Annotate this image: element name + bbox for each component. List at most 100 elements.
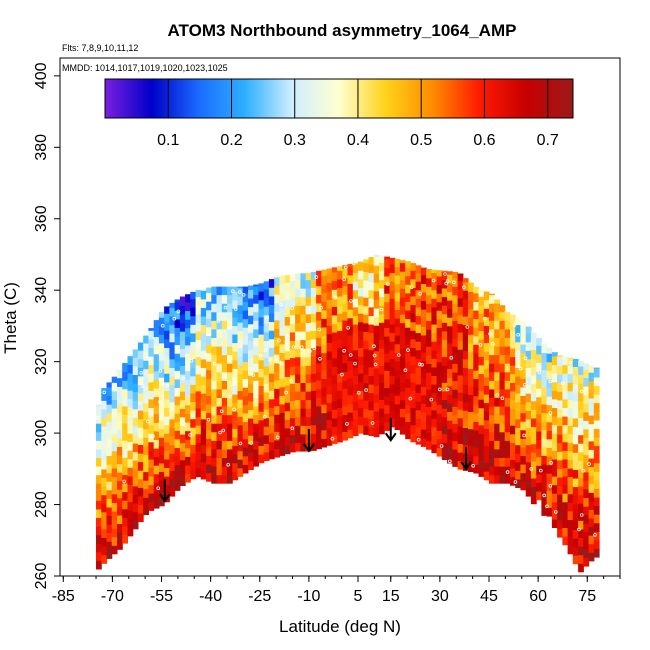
heatmap-cell [436, 293, 443, 303]
heatmap-cell [515, 461, 521, 471]
heatmap-cell [457, 331, 464, 342]
heatmap-cell [462, 427, 469, 437]
heatmap-cell [227, 388, 233, 398]
heatmap-cell [174, 413, 181, 423]
heatmap-cell [106, 489, 113, 499]
heatmap-cell [232, 359, 239, 369]
sample-marker [403, 368, 408, 373]
heatmap-cell [462, 384, 469, 394]
heatmap-cell [274, 379, 280, 389]
heatmap-cell [515, 470, 521, 480]
heatmap-cell [525, 393, 532, 403]
heatmap-cell [551, 416, 558, 426]
x-tick-label: 75 [578, 588, 596, 605]
heatmap-cell [578, 503, 584, 513]
heatmap-cell [232, 333, 239, 344]
heatmap-cell [468, 299, 474, 310]
heatmap-cell [295, 408, 301, 418]
heatmap-cell [489, 431, 495, 441]
heatmap-cell [111, 485, 118, 495]
heatmap-cell [551, 441, 558, 451]
heatmap-cell [300, 288, 307, 298]
heatmap-cell [221, 423, 228, 433]
heatmap-cell [200, 341, 207, 351]
heatmap-cell [447, 274, 453, 284]
heatmap-cell [101, 443, 108, 453]
heatmap-cell [148, 424, 155, 434]
heatmap-cell [379, 416, 385, 426]
heatmap-cell [405, 387, 411, 397]
heatmap-cell [174, 473, 181, 483]
heatmap-cell [410, 304, 417, 314]
heatmap-cell [258, 385, 265, 395]
heatmap-cell [583, 514, 590, 524]
heatmap-cell [363, 297, 370, 307]
x-axis: -85 -70 -55 -40 -25 -10 5 15 30 45 60 75 [52, 576, 621, 605]
heatmap-cell [546, 438, 553, 448]
heatmap-cell [253, 311, 259, 321]
heatmap-cell [242, 318, 249, 328]
heatmap-cell [143, 342, 149, 353]
heatmap-cell [258, 436, 265, 446]
heatmap-cell [174, 299, 181, 303]
x-tick-label: 15 [382, 588, 400, 605]
heatmap-cell [447, 291, 453, 301]
heatmap-cell [96, 526, 102, 536]
heatmap-cell [363, 348, 370, 358]
heatmap-cell [405, 301, 411, 311]
heatmap-cell [583, 394, 590, 404]
heatmap-cell [248, 285, 254, 290]
heatmap-cell [248, 409, 254, 419]
heatmap-cell [185, 310, 191, 320]
heatmap-cell [405, 261, 411, 268]
heatmap-cell [457, 306, 464, 316]
heatmap-cell [295, 322, 301, 332]
heatmap-cell [326, 268, 333, 275]
heatmap-cell [572, 443, 579, 453]
heatmap-cell [148, 484, 155, 494]
heatmap-cell [347, 263, 354, 267]
heatmap-cell [316, 328, 322, 338]
heatmap-cell [169, 427, 176, 437]
heatmap-cell [258, 308, 265, 318]
heatmap-cell [494, 431, 500, 441]
heatmap-cell [310, 313, 317, 323]
heatmap-cell [468, 291, 474, 301]
heatmap-cell [525, 341, 532, 351]
heatmap-cell [137, 350, 144, 360]
heatmap-cell [179, 399, 186, 409]
heatmap-cell [295, 425, 301, 435]
heatmap-cell [489, 293, 495, 296]
heatmap-cell [206, 287, 212, 294]
heatmap-cell [337, 381, 343, 391]
heatmap-cell [520, 464, 527, 474]
heatmap-cell [478, 356, 485, 366]
heatmap-cell [499, 345, 506, 356]
heatmap-cell [143, 462, 149, 473]
heatmap-cell [384, 344, 390, 354]
heatmap-cell [536, 396, 542, 406]
heatmap-cell [431, 341, 438, 351]
heatmap-cell [232, 286, 239, 292]
heatmap-cell [546, 507, 553, 517]
heatmap-cell [510, 330, 516, 340]
heatmap-cell [227, 431, 233, 441]
heatmap-cell [258, 402, 265, 412]
heatmap-cell [588, 509, 595, 519]
sample-marker [160, 323, 165, 328]
heatmap-cell [331, 366, 338, 376]
heatmap-cell [358, 355, 364, 366]
heatmap-cell [268, 450, 275, 460]
heatmap-cell [347, 266, 354, 276]
heatmap-cell [174, 310, 181, 320]
heatmap-cell [305, 322, 312, 332]
heatmap-cell [572, 366, 579, 376]
heatmap-cell [242, 421, 249, 431]
heatmap-cell [300, 273, 307, 281]
heatmap-cell [462, 367, 469, 377]
heatmap-cell [237, 467, 244, 477]
heatmap-cell [536, 439, 542, 449]
heatmap-cell [158, 445, 165, 455]
heatmap-cell [153, 482, 160, 492]
sample-marker [290, 306, 295, 311]
